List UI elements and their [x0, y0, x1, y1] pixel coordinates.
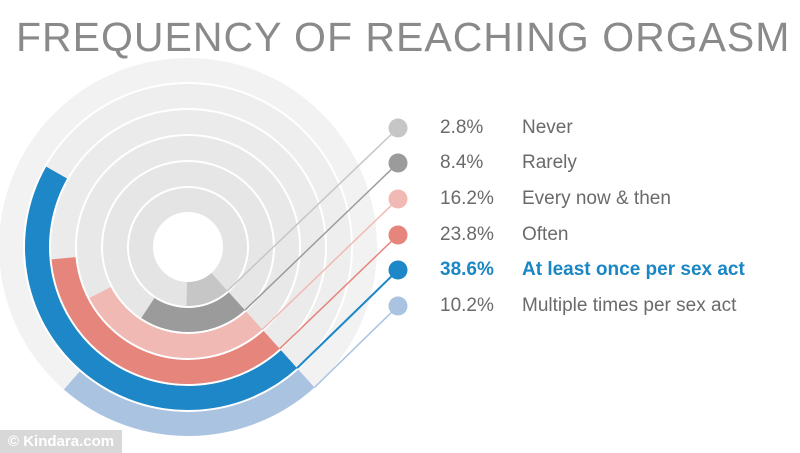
arc-often	[51, 257, 280, 385]
legend-value: 38.6%	[440, 259, 494, 280]
legend-dot	[388, 225, 408, 245]
arc-multiple-times-per-sex-act	[63, 369, 315, 436]
legend-value: 23.8%	[440, 224, 494, 245]
legend-dot	[388, 296, 408, 316]
legend-item: 2.8% Never	[440, 116, 573, 140]
legend-dot	[388, 118, 408, 138]
legend-item: 38.6% At least once per sex act	[440, 258, 745, 282]
connector-line	[244, 162, 399, 311]
arc-every-now-then	[89, 286, 263, 359]
legend-label: Multiple times per sex act	[522, 295, 737, 316]
legend-item: 8.4% Rarely	[440, 151, 577, 175]
watermark: © Kindara.com	[0, 430, 123, 453]
legend-item: 10.2% Multiple times per sex act	[440, 294, 736, 318]
background-ring	[129, 188, 247, 306]
legend-label: At least once per sex act	[522, 259, 745, 280]
legend-dot	[388, 189, 408, 209]
chart-title: FREQUENCY OF REACHING ORGASM	[16, 14, 791, 60]
legend-dot	[388, 153, 408, 173]
connector-line	[226, 127, 399, 292]
legend-value: 8.4%	[440, 152, 484, 173]
arc-rarely	[141, 292, 245, 332]
connector-line	[261, 198, 399, 331]
connector-line	[313, 305, 399, 388]
connector-line	[279, 234, 399, 350]
legend-item: 23.8% Often	[440, 223, 568, 247]
legend-label: Often	[522, 224, 569, 245]
connector-line	[296, 269, 399, 369]
legend-dot	[388, 260, 408, 280]
legend-value: 16.2%	[440, 188, 494, 209]
legend-label: Every now & then	[522, 188, 671, 209]
legend-label: Rarely	[522, 152, 577, 173]
legend-value: 2.8%	[440, 117, 484, 138]
arc-at-least-once-per-sex-act	[25, 166, 298, 410]
legend-label: Never	[522, 117, 573, 138]
legend-item: 16.2% Every now & then	[440, 187, 671, 211]
legend-value: 10.2%	[440, 295, 494, 316]
arc-never	[186, 273, 228, 306]
